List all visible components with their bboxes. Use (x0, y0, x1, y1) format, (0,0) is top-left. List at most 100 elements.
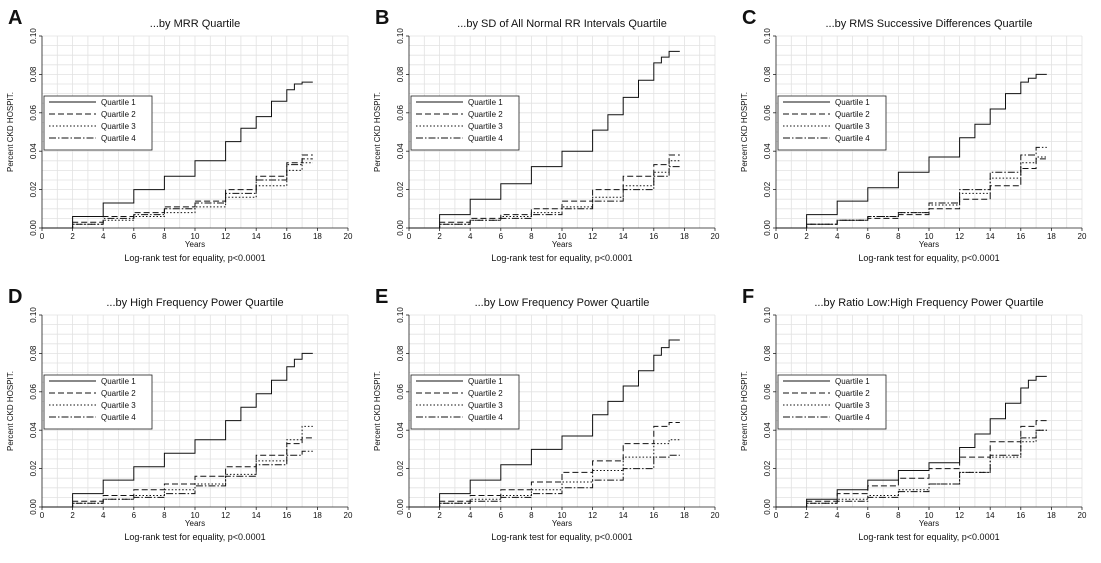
legend-entry: Quartile 1 (101, 98, 136, 107)
x-axis-label: Years (552, 240, 572, 249)
x-tick-label: 6 (866, 511, 871, 520)
y-axis-label: Percent CKD HOSPIT. (740, 92, 749, 172)
plot-grid (41, 35, 349, 229)
x-tick-label: 8 (529, 232, 534, 241)
logrank-footer: Log-rank test for equality, p<0.0001 (124, 532, 265, 542)
x-tick-label: 12 (221, 511, 230, 520)
legend-box (43, 374, 153, 430)
y-axis-label: Percent CKD HOSPIT. (6, 371, 15, 451)
y-tick-label: 0.04 (29, 143, 38, 159)
legend-entry: Quartile 2 (101, 389, 136, 398)
legend-entry: Quartile 3 (468, 122, 503, 131)
x-tick-label: 6 (499, 511, 504, 520)
legend: Quartile 1 Quartile 2 Quartile 3 Quartile 4 (410, 95, 520, 151)
y-axis-label: Percent CKD HOSPIT. (740, 371, 749, 451)
x-tick-label: 8 (162, 511, 167, 520)
panel-title: ...by MRR Quartile (150, 18, 240, 30)
y-tick-label: 0.04 (763, 143, 772, 159)
x-tick-label: 4 (101, 232, 106, 241)
x-tick-label: 20 (344, 511, 353, 520)
y-axis-label: Percent CKD HOSPIT. (373, 92, 382, 172)
x-tick-label: 12 (588, 232, 597, 241)
legend-entry: Quartile 4 (468, 413, 503, 422)
panel-f: F ...by Ratio Low:High Frequency Power Qu… (740, 286, 1087, 542)
legend: Quartile 1 Quartile 2 Quartile 3 Quartile 4 (777, 95, 887, 151)
x-tick-label: 14 (619, 511, 628, 520)
panel-letter: A (8, 7, 22, 29)
series-line-quartile-1 (409, 50, 680, 229)
legend-entry: Quartile 2 (468, 110, 503, 119)
y-tick-label: 0.10 (763, 307, 772, 323)
x-tick-label: 6 (132, 232, 137, 241)
y-tick-label: 0.00 (29, 499, 38, 515)
x-tick-label: 16 (1016, 232, 1025, 241)
legend-entry: Quartile 3 (835, 401, 870, 410)
x-axis-label: Years (185, 519, 205, 528)
plot-grid (408, 314, 716, 508)
series-line-quartile-2 (42, 437, 313, 508)
x-axis-label: Years (919, 240, 939, 249)
series-line-quartile-3 (409, 160, 680, 229)
legend: Quartile 1 Quartile 2 Quartile 3 Quartile 4 (410, 374, 520, 430)
y-tick-label: 0.02 (29, 181, 38, 197)
x-tick-label: 16 (649, 511, 658, 520)
y-tick-label: 0.08 (29, 66, 38, 82)
panel-b: B ...by SD of All Normal RR Intervals Qua… (373, 7, 720, 263)
series-line-quartile-2 (776, 158, 1047, 229)
logrank-footer: Log-rank test for equality, p<0.0001 (491, 532, 632, 542)
y-tick-label: 0.04 (396, 143, 405, 159)
legend: Quartile 1 Quartile 2 Quartile 3 Quartile 4 (777, 374, 887, 430)
x-tick-label: 20 (344, 232, 353, 241)
x-tick-label: 0 (774, 511, 779, 520)
panel-e: E ...by Low Frequency Power Quartile 0 2 4 6 8… (373, 286, 720, 542)
x-tick-label: 6 (866, 232, 871, 241)
panel-letter: C (742, 7, 756, 29)
legend-entry: Quartile 2 (835, 389, 870, 398)
y-tick-label: 0.10 (29, 28, 38, 44)
x-tick-label: 14 (252, 511, 261, 520)
y-tick-label: 0.02 (396, 181, 405, 197)
x-tick-label: 6 (499, 232, 504, 241)
x-tick-label: 10 (191, 232, 200, 241)
legend-entry: Quartile 1 (835, 377, 870, 386)
x-tick-label: 8 (896, 232, 901, 241)
x-tick-label: 0 (40, 232, 45, 241)
y-tick-label: 0.02 (763, 460, 772, 476)
panel-title: ...by Low Frequency Power Quartile (475, 297, 650, 309)
x-tick-label: 20 (711, 232, 720, 241)
x-tick-label: 18 (680, 511, 689, 520)
series-line-quartile-4 (776, 429, 1047, 508)
legend-box (777, 95, 887, 151)
legend-box (777, 374, 887, 430)
x-tick-label: 8 (529, 511, 534, 520)
panel-letter: B (375, 7, 389, 29)
series-line-quartile-3 (776, 156, 1047, 229)
legend-box (410, 374, 520, 430)
logrank-footer: Log-rank test for equality, p<0.0001 (124, 253, 265, 263)
x-tick-label: 12 (955, 511, 964, 520)
panel-title: ...by Ratio Low:High Frequency Power Qua… (814, 297, 1043, 309)
legend: Quartile 1 Quartile 2 Quartile 3 Quartile 4 (43, 374, 153, 430)
x-tick-label: 18 (313, 232, 322, 241)
y-tick-label: 0.00 (763, 499, 772, 515)
series-line-quartile-2 (776, 420, 1047, 508)
x-tick-label: 10 (925, 511, 934, 520)
series-line-quartile-4 (409, 454, 680, 508)
logrank-footer: Log-rank test for equality, p<0.0001 (491, 253, 632, 263)
panel-title: ...by SD of All Normal RR Intervals Quar… (457, 18, 667, 30)
series-line-quartile-4 (42, 450, 313, 508)
y-tick-label: 0.04 (29, 422, 38, 438)
logrank-footer: Log-rank test for equality, p<0.0001 (858, 532, 999, 542)
x-tick-label: 2 (804, 511, 809, 520)
legend-entry: Quartile 4 (468, 134, 503, 143)
y-tick-label: 0.00 (396, 220, 405, 236)
legend-entry: Quartile 1 (468, 98, 503, 107)
x-tick-label: 16 (282, 232, 291, 241)
x-tick-label: 0 (407, 511, 412, 520)
series-line-quartile-1 (42, 81, 313, 229)
x-tick-label: 8 (896, 511, 901, 520)
x-tick-label: 18 (680, 232, 689, 241)
legend-box (410, 95, 520, 151)
series-line-quartile-1 (42, 352, 313, 508)
panel-title: ...by High Frequency Power Quartile (106, 297, 283, 309)
